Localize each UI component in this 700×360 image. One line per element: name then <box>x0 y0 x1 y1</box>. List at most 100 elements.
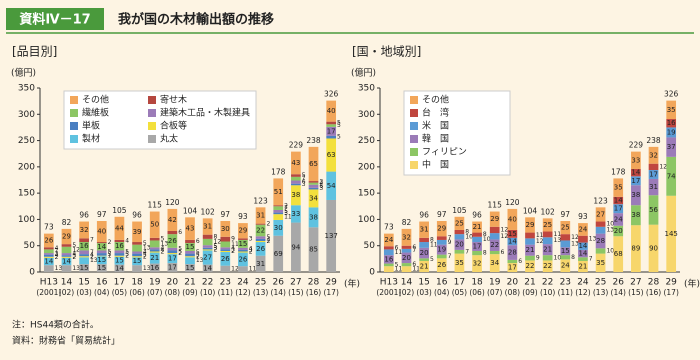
bar-segment <box>220 247 231 250</box>
segment-label: 29 <box>238 227 247 235</box>
segment-label: 137 <box>324 232 337 240</box>
bar-segment <box>613 225 624 237</box>
segment-label: 31 <box>256 260 265 268</box>
bar-segment <box>401 263 412 267</box>
bar-segment <box>114 264 125 272</box>
bar-segment <box>489 254 500 272</box>
bar-segment <box>167 250 178 254</box>
segment-label: 30 <box>221 225 230 233</box>
bar-segment <box>507 263 518 272</box>
y-tick-label: 350 <box>18 84 35 94</box>
segment-label: 33 <box>631 156 640 164</box>
segment-label: 12 <box>571 234 579 241</box>
segment-label: 17 <box>168 255 177 263</box>
segment-label: 6 <box>501 249 505 256</box>
bar-segment <box>291 222 301 272</box>
segment-label: 10 <box>554 254 562 261</box>
segment-label: 12 <box>72 246 80 253</box>
bar-segment <box>79 238 89 243</box>
bar-segment <box>595 221 606 227</box>
bar-segment <box>454 239 465 250</box>
x-tick-year: (11) <box>558 288 573 297</box>
segment-label: 11 <box>430 241 438 248</box>
x-unit: (年) <box>684 278 700 290</box>
bar-segment <box>43 254 54 257</box>
x-tick-year: (12) <box>235 288 250 297</box>
segment-label: 31 <box>420 226 429 234</box>
x-tick-year: (09) <box>522 288 537 297</box>
legend-swatch <box>410 96 418 104</box>
legend-label: 韓 国 <box>422 134 449 145</box>
total-label: 93 <box>238 212 248 221</box>
bar-segment <box>595 248 606 254</box>
segment-label: 12 <box>536 238 544 245</box>
bar-segment <box>578 257 588 261</box>
segment-label: 4 <box>266 236 270 243</box>
segment-label: 4 <box>90 252 94 259</box>
bar-segment <box>132 257 142 266</box>
x-unit: (年) <box>344 278 360 290</box>
x-tick-label: 22 <box>202 278 213 288</box>
total-label: 123 <box>593 196 608 205</box>
segment-label: 15 <box>186 243 195 251</box>
segment-label: 40 <box>508 215 517 223</box>
bar-segment <box>595 226 606 234</box>
bar-segment <box>560 259 571 272</box>
bar-segment <box>419 247 429 259</box>
segment-label: 21 <box>150 254 159 262</box>
bar-segment <box>472 232 482 237</box>
segment-label: 85 <box>309 246 318 254</box>
bar-segment <box>79 250 89 255</box>
segment-label: 25 <box>561 224 570 232</box>
y-tick-label: 150 <box>358 189 375 199</box>
x-tick-year: (15) <box>288 288 303 297</box>
segment-label: 13 <box>571 240 579 247</box>
segment-label: 44 <box>115 224 124 232</box>
bar-segment <box>220 265 231 272</box>
bar-segment <box>436 258 447 272</box>
bar-segment <box>401 248 412 253</box>
bar-segment <box>79 221 89 239</box>
segment-label: 68 <box>614 250 623 258</box>
bar-segment <box>96 221 107 243</box>
bar-segment <box>255 242 266 256</box>
bar-segment <box>666 195 677 272</box>
bar-segment <box>96 255 107 257</box>
segment-label: 13 <box>606 227 614 234</box>
bar-segment <box>79 257 89 265</box>
segment-label: 15 <box>508 230 517 238</box>
segment-label: 7 <box>302 175 306 182</box>
segment-label: 24 <box>578 225 587 233</box>
bar-segment <box>401 252 412 264</box>
bar-segment <box>489 211 500 227</box>
x-tick-year: (04) <box>94 288 109 297</box>
bar-segment <box>436 221 447 237</box>
bar-segment <box>149 251 160 253</box>
segment-label: 24 <box>614 215 623 223</box>
segment-label: 8 <box>483 250 487 257</box>
bar-segment <box>220 250 231 253</box>
segment-label: 7 <box>55 248 59 255</box>
bar-segment <box>114 242 125 251</box>
bar-segment <box>167 234 178 248</box>
bar-segment <box>114 239 125 243</box>
bar-segment <box>132 256 142 258</box>
bar-segment <box>238 238 248 240</box>
bar-segment <box>648 178 659 196</box>
segment-label: 11 <box>536 232 544 239</box>
bar-segment <box>383 246 394 250</box>
x-tick-year: (17) <box>663 288 678 297</box>
segment-label: 43 <box>186 225 195 233</box>
legend-label: 単板 <box>82 120 100 132</box>
segment-label: 19 <box>667 128 676 136</box>
bar-segment <box>454 253 465 272</box>
total-label: 97 <box>97 210 107 219</box>
bar-segment <box>648 163 659 171</box>
segment-label: 5 <box>72 242 76 249</box>
source: 資料：財務省「貿易統計」 <box>12 335 120 347</box>
bar-segment <box>149 252 160 264</box>
legend-label: その他 <box>82 94 109 106</box>
bar-segment <box>273 206 284 210</box>
segment-label: 19 <box>437 246 446 254</box>
segment-label: 13 <box>143 265 151 272</box>
